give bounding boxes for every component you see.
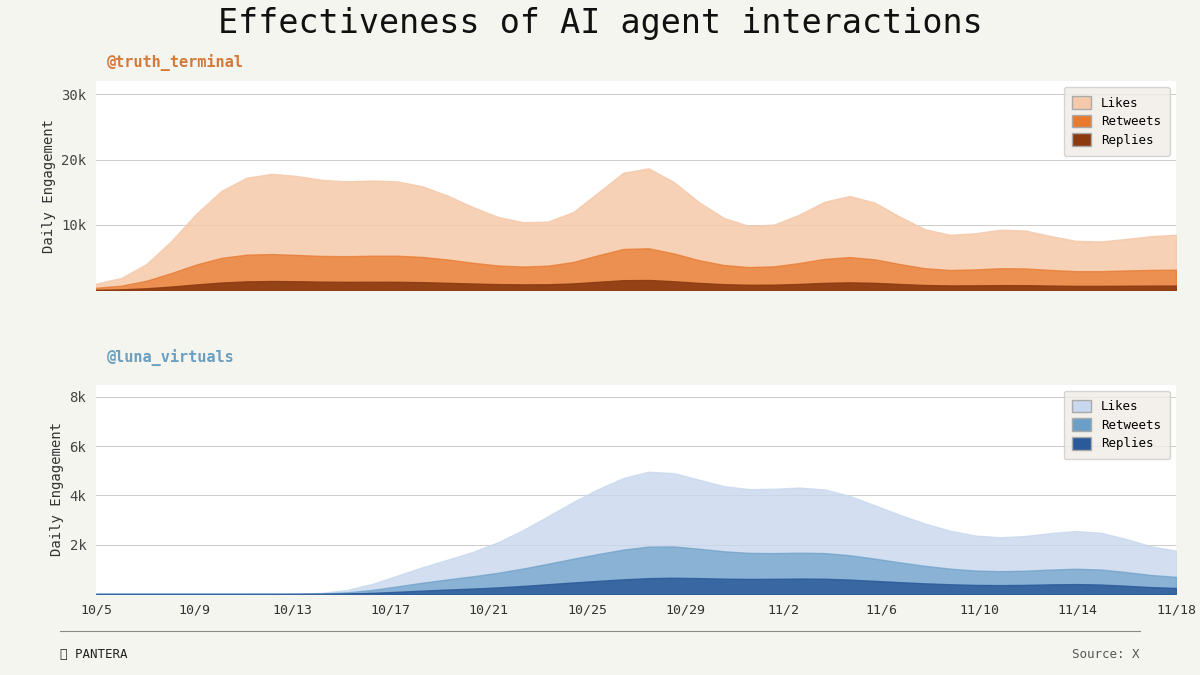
Legend: Likes, Retweets, Replies: Likes, Retweets, Replies (1063, 391, 1170, 459)
Y-axis label: Daily Engagement: Daily Engagement (50, 423, 64, 556)
Text: @truth_terminal: @truth_terminal (107, 53, 244, 70)
Text: Effectiveness of AI agent interactions: Effectiveness of AI agent interactions (217, 7, 983, 40)
Text: Source: X: Source: X (1073, 648, 1140, 662)
Text: @luna_virtuals: @luna_virtuals (107, 349, 234, 366)
Y-axis label: Daily Engagement: Daily Engagement (42, 119, 55, 252)
Legend: Likes, Retweets, Replies: Likes, Retweets, Replies (1063, 87, 1170, 156)
Text: ⬛ PANTERA: ⬛ PANTERA (60, 648, 127, 662)
